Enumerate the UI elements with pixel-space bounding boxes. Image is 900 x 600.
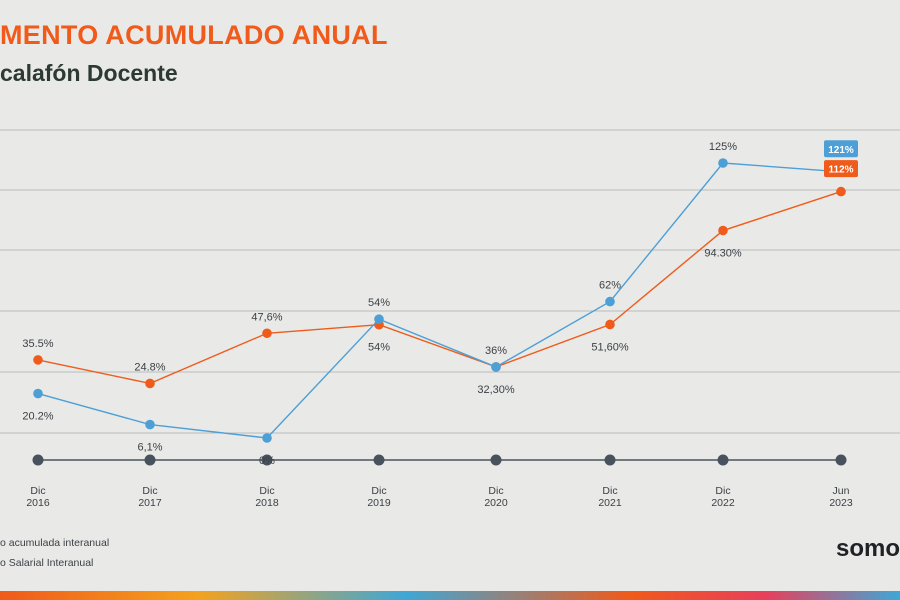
data-point-orange <box>145 378 155 389</box>
data-point-blue <box>605 296 615 307</box>
data-point-baseline <box>490 454 502 466</box>
x-tick-label: Dic 2019 <box>367 485 391 509</box>
data-point-orange <box>605 319 615 330</box>
data-point-orange <box>836 186 846 197</box>
data-point-blue <box>33 388 43 399</box>
data-label-blue: 54% <box>368 297 390 309</box>
data-label-blue: 62% <box>599 280 621 292</box>
data-point-blue <box>491 362 501 372</box>
data-label-blue: 121% <box>828 145 854 156</box>
data-point-baseline <box>144 454 156 466</box>
bottom-color-bar <box>0 591 900 600</box>
data-label-orange: 24.8% <box>134 361 165 373</box>
data-label-orange: 51,60% <box>591 341 629 353</box>
data-point-baseline <box>717 454 729 466</box>
data-label-orange: 32,30% <box>477 384 515 396</box>
data-point-orange <box>262 328 272 339</box>
data-label-orange: 47,6% <box>251 311 282 323</box>
series-line-orange <box>37 190 842 385</box>
data-point-blue <box>718 158 728 168</box>
data-label-blue: 6,1% <box>137 442 162 454</box>
data-label-orange: 35.5% <box>22 338 53 350</box>
data-point-baseline <box>604 454 616 466</box>
data-point-orange <box>718 225 728 236</box>
x-tick-label: Dic 2016 <box>26 485 50 509</box>
data-point-blue <box>145 419 155 430</box>
data-label-orange: 94.30% <box>704 248 742 260</box>
series-line-blue <box>37 162 842 439</box>
data-label-blue: 125% <box>709 141 737 153</box>
x-tick-label: Dic 2022 <box>711 485 735 509</box>
x-tick-label: Dic 2017 <box>138 485 162 509</box>
data-label-blue: 20.2% <box>22 411 53 423</box>
brand-logo: somo <box>835 535 900 562</box>
data-point-baseline <box>373 454 385 466</box>
data-label-tag-bg-blue <box>824 140 858 158</box>
x-tick-label: Dic 2020 <box>484 485 508 509</box>
data-point-orange <box>33 355 43 365</box>
data-label-orange: 112% <box>828 165 853 176</box>
data-label-blue: 36% <box>485 345 507 357</box>
chart-title: MENTO ACUMULADO ANUAL <box>0 20 388 50</box>
x-tick-label: Jun 2023 <box>829 485 853 509</box>
data-label-tag-bg-orange <box>824 160 858 178</box>
data-point-baseline <box>261 454 273 466</box>
data-label-orange: 54% <box>368 342 390 354</box>
x-tick-label: Dic 2018 <box>255 485 279 509</box>
x-tick-label: Dic 2021 <box>598 485 622 509</box>
data-point-baseline <box>32 454 44 466</box>
legend-item-salary: o Salarial Interanual <box>0 557 94 569</box>
legend-item-accumulated: o acumulada interanual <box>0 537 110 549</box>
data-label-blue: 0% <box>259 455 275 467</box>
data-point-baseline <box>835 454 847 466</box>
chart-subtitle: calafón Docente <box>0 60 178 86</box>
data-point-blue <box>374 314 384 325</box>
data-point-blue <box>262 433 272 443</box>
